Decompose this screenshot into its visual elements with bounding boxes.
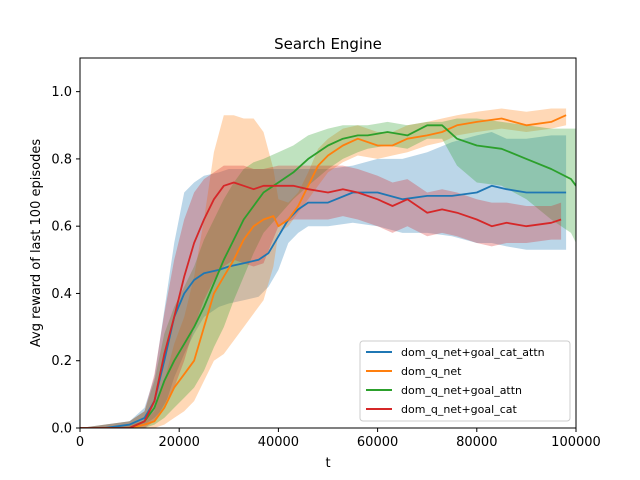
legend-box (359, 340, 571, 422)
series-lines (80, 114, 576, 428)
x-tick-label: 40000 (258, 435, 299, 450)
confidence-bands (80, 108, 576, 428)
legend-label-0: dom_q_net+goal_cat_attn (401, 346, 545, 359)
legend-label-3: dom_q_net+goal_cat (401, 403, 517, 416)
legend-label-1: dom_q_net (401, 365, 462, 378)
legend: dom_q_net+goal_cat_attn dom_q_net dom_q_ne… (359, 340, 571, 422)
y-axis-ticks: 0.0 0.2 0.4 0.6 0.8 1.0 (51, 85, 80, 437)
y-tick-label: 0.8 (51, 152, 72, 167)
y-tick-label: 0.4 (51, 287, 72, 302)
x-axis-ticks: 0 20000 40000 60000 80000 100000 (76, 428, 601, 450)
y-tick-label: 1.0 (51, 85, 72, 100)
y-tick-label: 0.6 (51, 220, 72, 235)
line-series-0 (80, 184, 567, 428)
line-series-3 (80, 181, 562, 428)
y-tick-label: 0.0 (51, 422, 72, 437)
line-series-2 (80, 124, 576, 428)
x-tick-label: 80000 (456, 435, 497, 450)
y-tick-label: 0.2 (51, 354, 72, 369)
x-tick-label: 20000 (159, 435, 200, 450)
band-series-2 (80, 118, 576, 428)
band-series-3 (80, 165, 562, 428)
band-series-0 (80, 132, 567, 428)
legend-label-2: dom_q_net+goal_attn (401, 384, 522, 397)
line-series-1 (80, 114, 567, 428)
x-tick-label: 60000 (357, 435, 398, 450)
x-axis-label: t (325, 456, 330, 471)
x-tick-label: 0 (76, 435, 84, 450)
chart-title: Search Engine (274, 35, 382, 53)
x-tick-label: 100000 (551, 435, 601, 450)
band-series-1 (80, 108, 567, 428)
y-axis-label: Avg reward of last 100 episodes (29, 139, 44, 347)
plot-area-frame (79, 57, 577, 429)
